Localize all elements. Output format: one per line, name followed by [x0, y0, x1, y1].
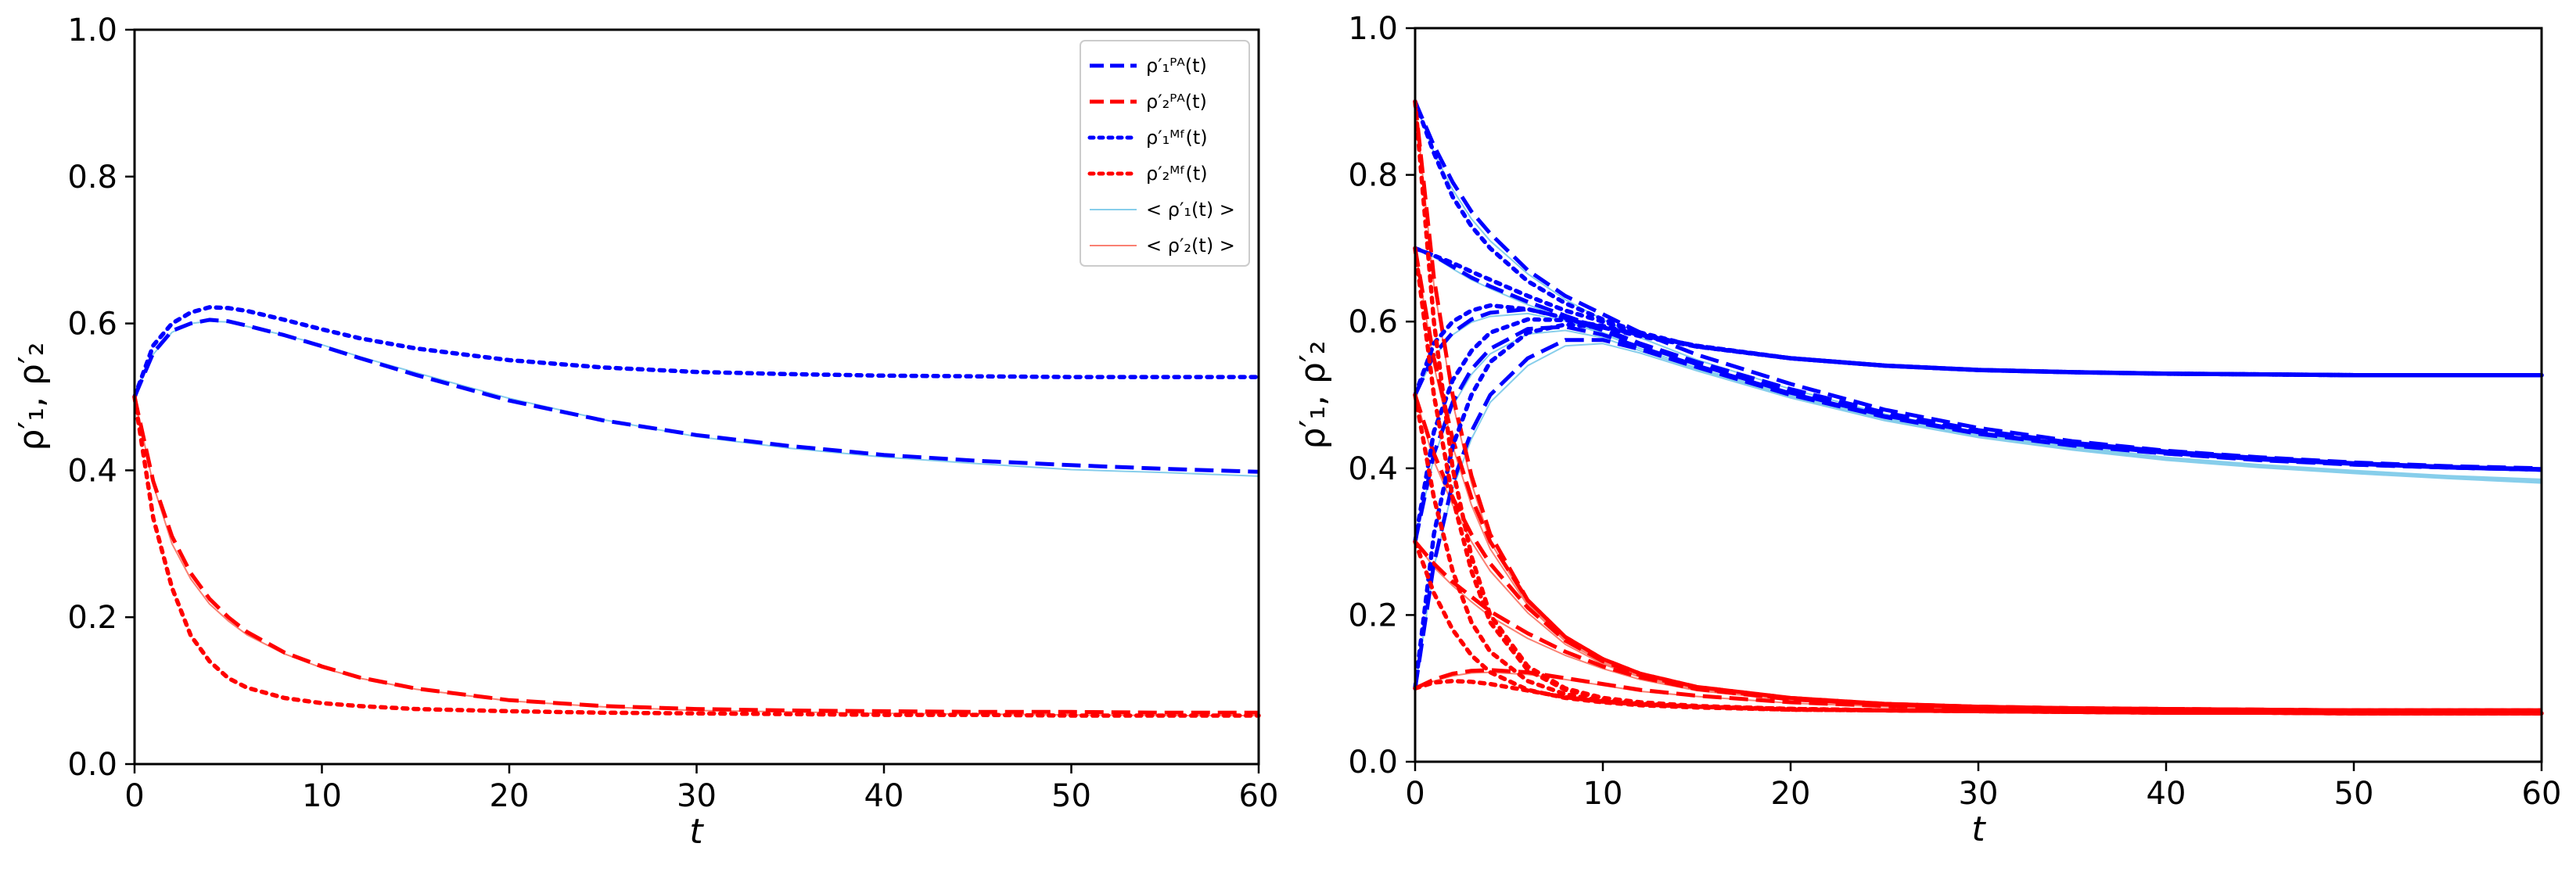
right-x-tick-label: 50: [2334, 776, 2374, 812]
right-series-rho1-pa-r0-0-7: [1414, 246, 2542, 472]
legend-label-5: < ρ′₁(t) >: [1146, 199, 1235, 221]
right-series-rho2-mf-r0-0-5: [1413, 393, 2544, 716]
right-panel: 0 10 20 30 40 50 60 0.0 0.2 0.4 0.6 0.8 1.0 t ρ′₁, ρ…: [1293, 11, 2561, 849]
right-series-rho1-mf-r0-0-1: [1413, 322, 2544, 691]
right-series-avg-rho2-r0-0-3: [1414, 541, 2542, 715]
right-series-rho1-mf-r0-0-5: [1413, 303, 2544, 397]
left-x-tick-label: 30: [677, 778, 717, 814]
right-series-avg-rho2-r0-0-5: [1414, 394, 2542, 715]
right-series-rho2-pa-r0-0-7: [1413, 247, 2542, 712]
left-x-tick-label: 10: [302, 778, 342, 814]
right-x-tick-label: 40: [2147, 776, 2186, 812]
left-series-avg-rho2: [134, 397, 1259, 716]
right-series-rho2-mf-r0-0-9: [1413, 99, 2544, 716]
legend-label-6: < ρ′₂(t) >: [1146, 235, 1235, 257]
left-y-axis-label: ρ′₁, ρ′₂: [12, 342, 52, 450]
left-x-tick-label: 40: [864, 778, 904, 814]
right-series-rho2-pa-r0-0-1: [1414, 668, 2542, 712]
right-series-rho2-pa-r0-0-3: [1414, 540, 2542, 712]
right-x-tick-label: 60: [2522, 776, 2562, 812]
right-series-avg-rho2-r0-0-7: [1414, 248, 2542, 715]
right-x-tick-label: 20: [1771, 776, 1811, 812]
left-y-tick-label: 0.6: [67, 307, 117, 343]
left-y-tick-label: 0.4: [67, 453, 117, 489]
left-series-rho2-mf: [132, 394, 1261, 718]
right-x-axis-label: t: [1971, 809, 1986, 849]
left-series-rho1-mf: [132, 305, 1261, 400]
left-y-tick-label: 0.8: [67, 160, 117, 196]
right-series-avg-rho1-r0-0-5: [1414, 312, 2542, 482]
right-series-avg-rho1-r0-0-9: [1414, 101, 2542, 480]
left-series-rho2-pa: [132, 396, 1259, 715]
left-y-tick-label: 1.0: [67, 13, 117, 48]
right-series-avg-rho1-r0-0-7: [1414, 247, 2542, 481]
right-x-tick-label: 0: [1405, 776, 1425, 812]
right-y-tick-label: 0.6: [1348, 304, 1398, 340]
right-series-rho1-pa-r0-0-9: [1413, 100, 2542, 471]
right-series-rho2-pa-r0-0-5: [1413, 394, 2542, 712]
right-series-avg-rho1-r0-0-1: [1414, 343, 2542, 689]
legend-label-2: ρ′₂ᴾᴬ(t): [1146, 91, 1207, 113]
right-series-rho1-pa-r0-0-5: [1413, 307, 2542, 472]
left-panel: 0 10 20 30 40 50 60 0.0 0.2 0.4 0.6 0.8 1.0 t ρ′₁, ρ…: [12, 13, 1278, 852]
right-y-axis-label: ρ′₁, ρ′₂: [1293, 340, 1333, 449]
right-y-tick-label: 0.8: [1348, 158, 1398, 194]
right-series-rho2-mf-r0-0-3: [1413, 539, 2544, 716]
legend-label-4: ρ′₂ᴹᶠ(t): [1146, 163, 1208, 185]
left-y-tick-label: 0.2: [67, 600, 117, 636]
left-x-tick-label: 20: [490, 778, 530, 814]
right-y-tick-label: 0.2: [1348, 597, 1398, 633]
left-series-avg-rho1: [134, 320, 1259, 477]
right-series-rho2-mf-r0-0-7: [1413, 246, 2544, 716]
right-y-tick-label: 0.0: [1348, 745, 1398, 780]
left-x-tick-label: 60: [1239, 778, 1279, 814]
legend-label-1: ρ′₁ᴾᴬ(t): [1146, 55, 1207, 77]
left-series-rho1-pa: [132, 318, 1259, 474]
legend: ρ′₁ᴾᴬ(t) ρ′₂ᴾᴬ(t) ρ′₁ᴹᶠ(t) ρ′₂ᴹᶠ(t) < ρ′₁(t)…: [1080, 40, 1250, 267]
right-y-tick-label: 0.4: [1348, 451, 1398, 487]
right-y-tick-label: 1.0: [1348, 11, 1398, 47]
right-series-rho2-mf-r0-0-1: [1413, 679, 2544, 716]
right-series-avg-rho1-r0-0-3: [1414, 329, 2542, 542]
right-x-tick-label: 10: [1583, 776, 1623, 812]
left-x-axis-label: t: [689, 812, 704, 852]
right-series-avg-rho2-r0-0-9: [1414, 101, 2542, 715]
right-series-rho2-pa-r0-0-9: [1413, 101, 2542, 712]
left-x-tick-label: 50: [1051, 778, 1091, 814]
right-x-tick-label: 30: [1959, 776, 1999, 812]
right-series-rho1-pa-r0-0-1: [1413, 338, 2542, 689]
legend-label-3: ρ′₁ᴹᶠ(t): [1146, 127, 1208, 149]
left-x-tick-label: 0: [124, 778, 144, 814]
left-y-tick-label: 0.0: [67, 747, 117, 783]
